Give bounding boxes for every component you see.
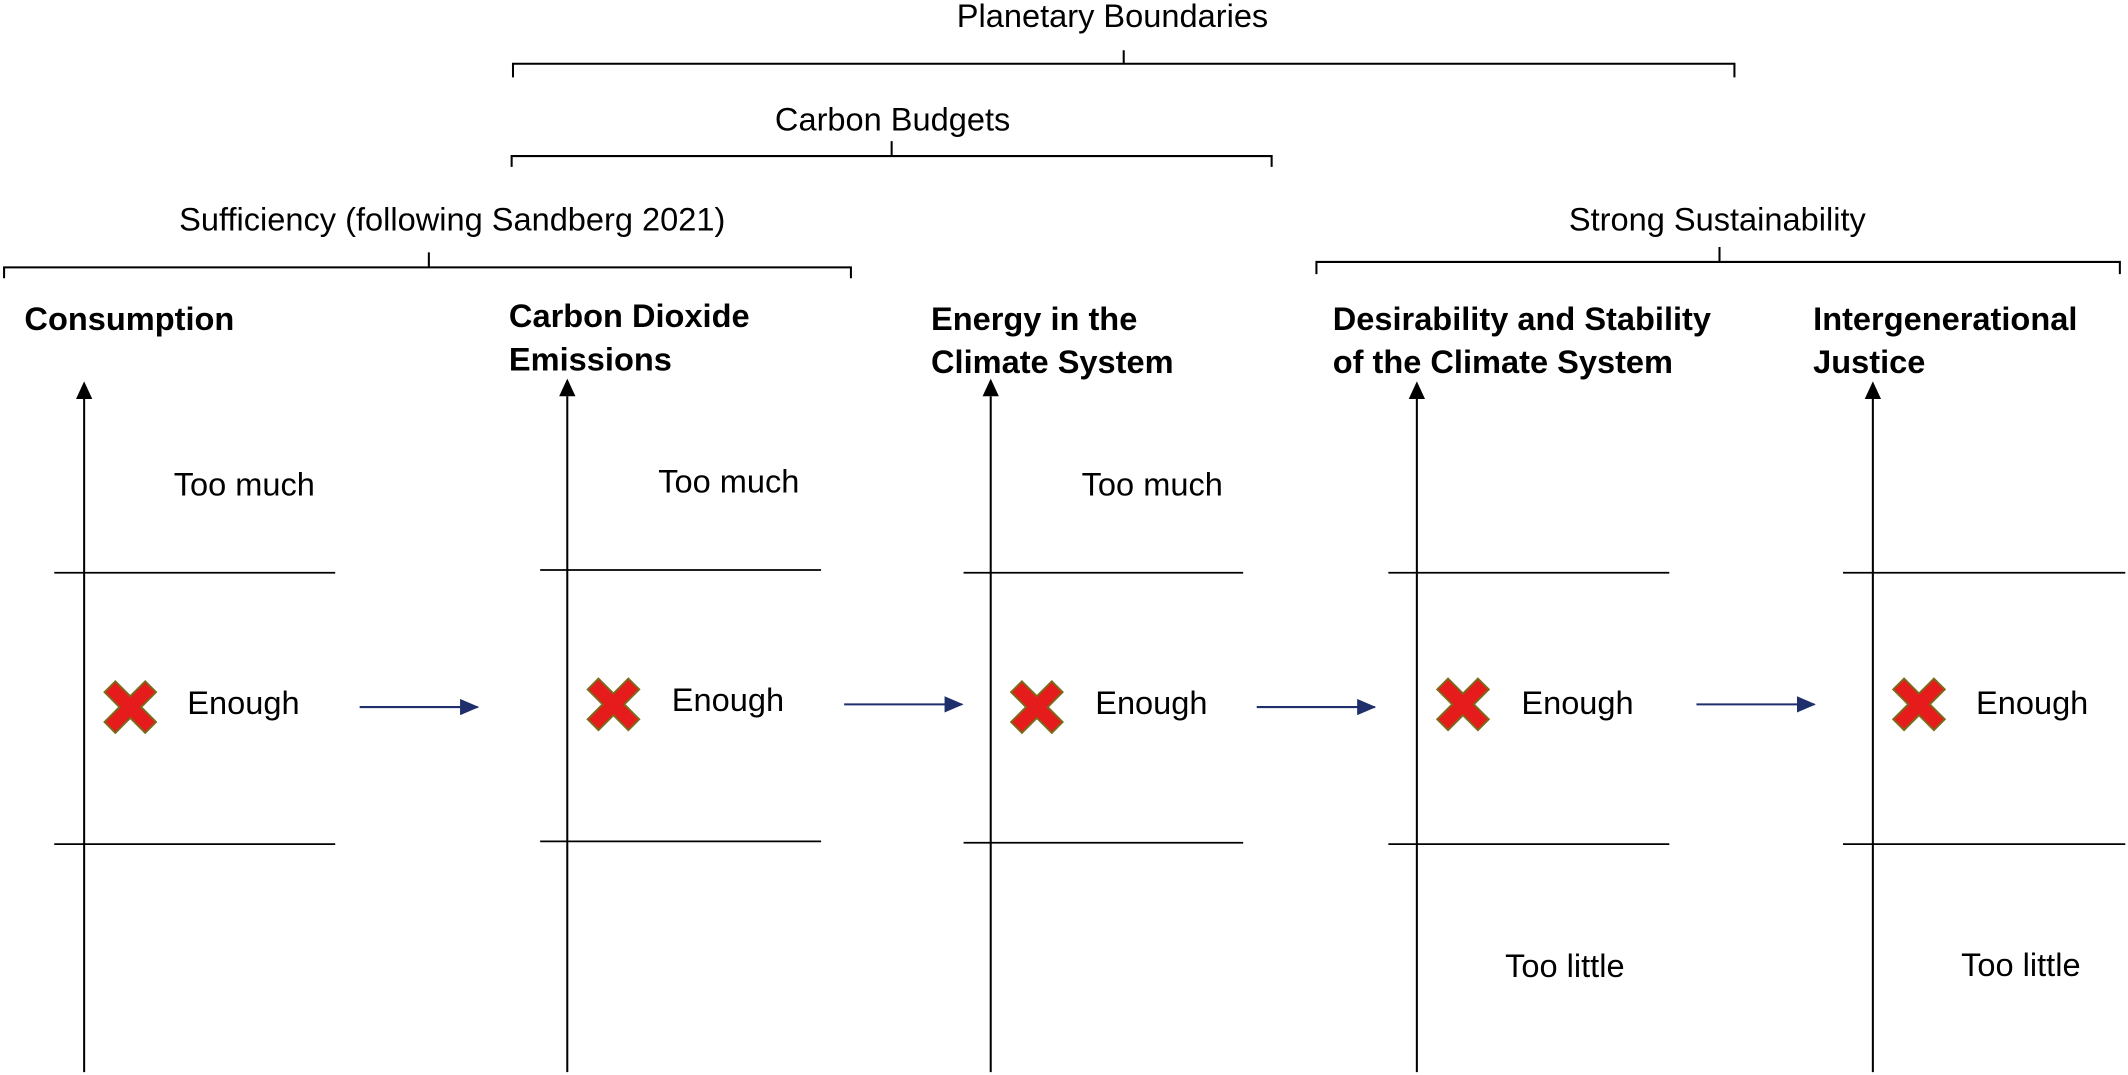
bracket-label-strong-sustainability: Strong Sustainability <box>1568 202 1866 239</box>
bracket-label-sufficiency: Sufficiency (following Sandberg 2021) <box>179 202 726 239</box>
bracket-label-carbon-budgets: Carbon Budgets <box>774 101 1011 139</box>
enough-label: Enough <box>1095 685 1208 723</box>
enough-label: Enough <box>1521 685 1634 723</box>
red-x-marker-icon <box>1891 677 1947 732</box>
red-x-marker-icon <box>1435 677 1491 732</box>
column-title-carbon-dioxide-emissions: Carbon Dioxide Emissions <box>509 296 750 383</box>
bracket-sufficiency <box>3 252 852 279</box>
red-x-marker-icon <box>1009 679 1064 735</box>
too-little-label: Too little <box>1961 947 2081 984</box>
column-title-line: Desirability and Stability <box>1332 301 1712 338</box>
column-title-line: Climate System <box>931 344 1174 382</box>
bracket-planetary-boundaries <box>511 50 1736 78</box>
red-x-marker-icon <box>103 679 158 735</box>
bracket-carbon-budgets <box>510 141 1273 167</box>
red-x-marker-icon <box>586 677 641 732</box>
enough-label: Enough <box>1976 685 2089 723</box>
enough-label: Enough <box>187 685 300 723</box>
column-title-line: Emissions <box>508 342 672 379</box>
too-little-label: Too little <box>1505 948 1625 986</box>
too-much-label: Too much <box>173 466 315 504</box>
column-title-line: Carbon Dioxide <box>508 298 750 336</box>
column-title-line: Intergenerational <box>1813 301 2078 338</box>
too-much-label: Too much <box>658 464 800 501</box>
column-title-line: Consumption <box>24 301 235 338</box>
column-title-energy-in-the-climate-system: Energy in the Climate System <box>931 299 1174 386</box>
bracket-strong-sustainability <box>1315 247 2121 275</box>
column-title-line: of the Climate System <box>1332 344 1673 382</box>
column-title-intergenerational-justice: Intergenerational Justice <box>1813 299 2077 386</box>
enough-label: Enough <box>671 682 785 720</box>
bracket-label-planetary-boundaries: Planetary Boundaries <box>956 0 1269 36</box>
too-much-label: Too much <box>1081 466 1223 504</box>
column-title-line: Justice <box>1813 344 1926 382</box>
column-title-consumption: Consumption <box>24 299 234 342</box>
column-title-desirability-and-stability: Desirability and Stability of the Climat… <box>1333 299 1711 386</box>
column-title-line: Energy in the <box>931 301 1138 338</box>
